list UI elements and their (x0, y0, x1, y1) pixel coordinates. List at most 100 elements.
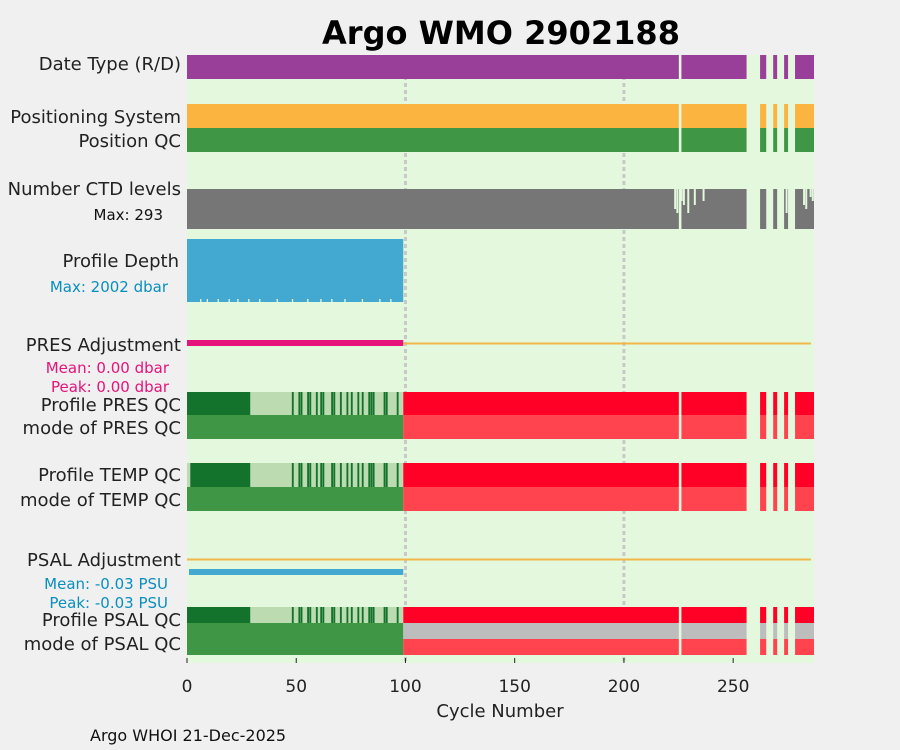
depth-dropout-33 (259, 299, 261, 302)
temp-qc-gap-266 (766, 463, 769, 487)
pres-mode-gap-257 (746, 415, 750, 439)
position-qc-gap-267 (768, 128, 771, 152)
positioning-gap-260 (753, 104, 756, 128)
row-label-temp-qc: Profile TEMP QC (38, 465, 181, 486)
position-qc-gap-278 (792, 128, 796, 152)
depth-dropout-6 (200, 299, 202, 302)
psal-mode-good-bar (187, 623, 404, 655)
row-label-psal-qc: Profile PSAL QC (42, 610, 181, 631)
row-label-positioning: Positioning System (10, 107, 181, 128)
psal-qc-seg-1 (250, 607, 404, 623)
temp-mode-gap-271 (777, 487, 780, 511)
temp-qc-gap-262 (757, 463, 761, 487)
date-type-gap-266 (766, 55, 769, 79)
psal-qc-dark-55 (307, 607, 310, 623)
position-qc-gap-272 (779, 128, 782, 152)
temp-qc-dark-51 (298, 463, 301, 487)
positioning-gap-258 (748, 104, 752, 128)
ctd-levels-gap-268 (770, 189, 774, 229)
pres-mode-gap-277 (790, 415, 793, 439)
psal-qc-dark-75 (350, 607, 353, 623)
pres-qc-dark-96 (396, 392, 399, 415)
pres-mode-gap-258 (748, 415, 752, 439)
temp-mode-gap-276 (788, 487, 791, 511)
temp-qc-gap-268 (770, 463, 774, 487)
position-qc-gap-271 (777, 128, 780, 152)
pres-mode-gap-272 (779, 415, 782, 439)
pres-mode-gap-261 (755, 415, 758, 439)
temp-qc-dark-67 (333, 463, 336, 487)
psal-mode-gap-259 (750, 623, 754, 655)
row-label-pres-mode: mode of PRES QC (23, 418, 181, 439)
ctd-dropout-224 (676, 189, 679, 213)
row-label-ctd-levels: Number CTD levels (8, 179, 181, 200)
pres-qc-dark-66 (331, 392, 334, 415)
depth-dropout-9 (206, 299, 208, 302)
psal-mode-gap-266 (766, 623, 769, 655)
date-type-gap-259 (750, 55, 754, 79)
psal-qc-gap-273 (781, 607, 785, 623)
psal-qc-dark-67 (333, 607, 336, 623)
pres-qc-dark-51 (298, 392, 301, 415)
psal-qc-gap-278 (792, 607, 796, 623)
ctd-dropout-236 (702, 189, 705, 201)
date-type-gap-268 (770, 55, 774, 79)
temp-qc-dark-80 (361, 463, 364, 487)
temp-qc-dark-56 (309, 463, 312, 487)
chart-bars (187, 55, 814, 655)
temp-qc-dark-70 (339, 463, 342, 487)
psal-qc-gap-271 (777, 607, 780, 623)
pres-qc-dark-62 (322, 392, 325, 415)
psal-qc-dark-52 (300, 607, 303, 623)
positioning-gap-266 (766, 104, 769, 128)
ctd-max-note: Max: 293 (94, 206, 163, 224)
pres-qc-gap-261 (755, 392, 758, 415)
psal-mode-gap-276 (788, 623, 791, 655)
pres-qc-gap-277 (790, 392, 793, 415)
temp-qc-dark-78 (357, 463, 360, 487)
temp-mode-gap-257 (746, 487, 750, 511)
pres-qc-dark-84 (370, 392, 373, 415)
temp-qc-gap-261 (755, 463, 758, 487)
position-qc-gap-276 (788, 128, 791, 152)
temp-qc-dark-91 (385, 463, 388, 487)
psal-qc-dark-48 (291, 607, 294, 623)
psal-qc-dark-51 (298, 607, 301, 623)
temp-mode-gap-277 (790, 487, 793, 511)
psal-qc-dark-66 (331, 607, 334, 623)
plot-background (187, 55, 814, 663)
date-type-gap-273 (781, 55, 785, 79)
ctd-levels-bar (187, 189, 814, 229)
ctd-dropout-227 (682, 189, 685, 205)
ctd-levels-gap-259 (750, 189, 754, 229)
depth-dropout-93 (390, 299, 392, 302)
psal-qc-dark-90 (383, 607, 386, 623)
pres-qc-gap-278 (792, 392, 796, 415)
date-type-bar (187, 55, 814, 79)
psal-qc-dark-91 (385, 607, 388, 623)
ctd-levels-gap-276 (788, 189, 791, 229)
pres-mode-gap-260 (753, 415, 756, 439)
temp-qc-dark-85 (372, 463, 375, 487)
temp-qc-gap-278 (792, 463, 796, 487)
psal-mode-gap-271 (777, 623, 780, 655)
psal-mode-gap-226 (678, 623, 682, 655)
x-tick-label-200: 200 (608, 677, 640, 697)
temp-qc-dark-75 (350, 463, 353, 487)
depth-dropout-66 (331, 299, 333, 302)
psal-qc-dark-85 (372, 607, 375, 623)
pres-qc-gap-258 (748, 392, 752, 415)
psal-mode-gap-261 (755, 623, 758, 655)
temp-qc-dark-84 (370, 463, 373, 487)
psal-qc-dark-70 (339, 607, 342, 623)
ctd-dropout-223 (674, 189, 677, 209)
temp-mode-gap-267 (768, 487, 771, 511)
ctd-dropout-282 (803, 189, 806, 205)
position-qc-gap-260 (753, 128, 756, 152)
pres-mode-good-bar (187, 415, 404, 439)
temp-qc-dark-96 (396, 463, 399, 487)
psal-qc-gap-257 (746, 607, 750, 623)
ctd-levels-gap-258 (748, 189, 752, 229)
date-type-gap-278 (792, 55, 796, 79)
